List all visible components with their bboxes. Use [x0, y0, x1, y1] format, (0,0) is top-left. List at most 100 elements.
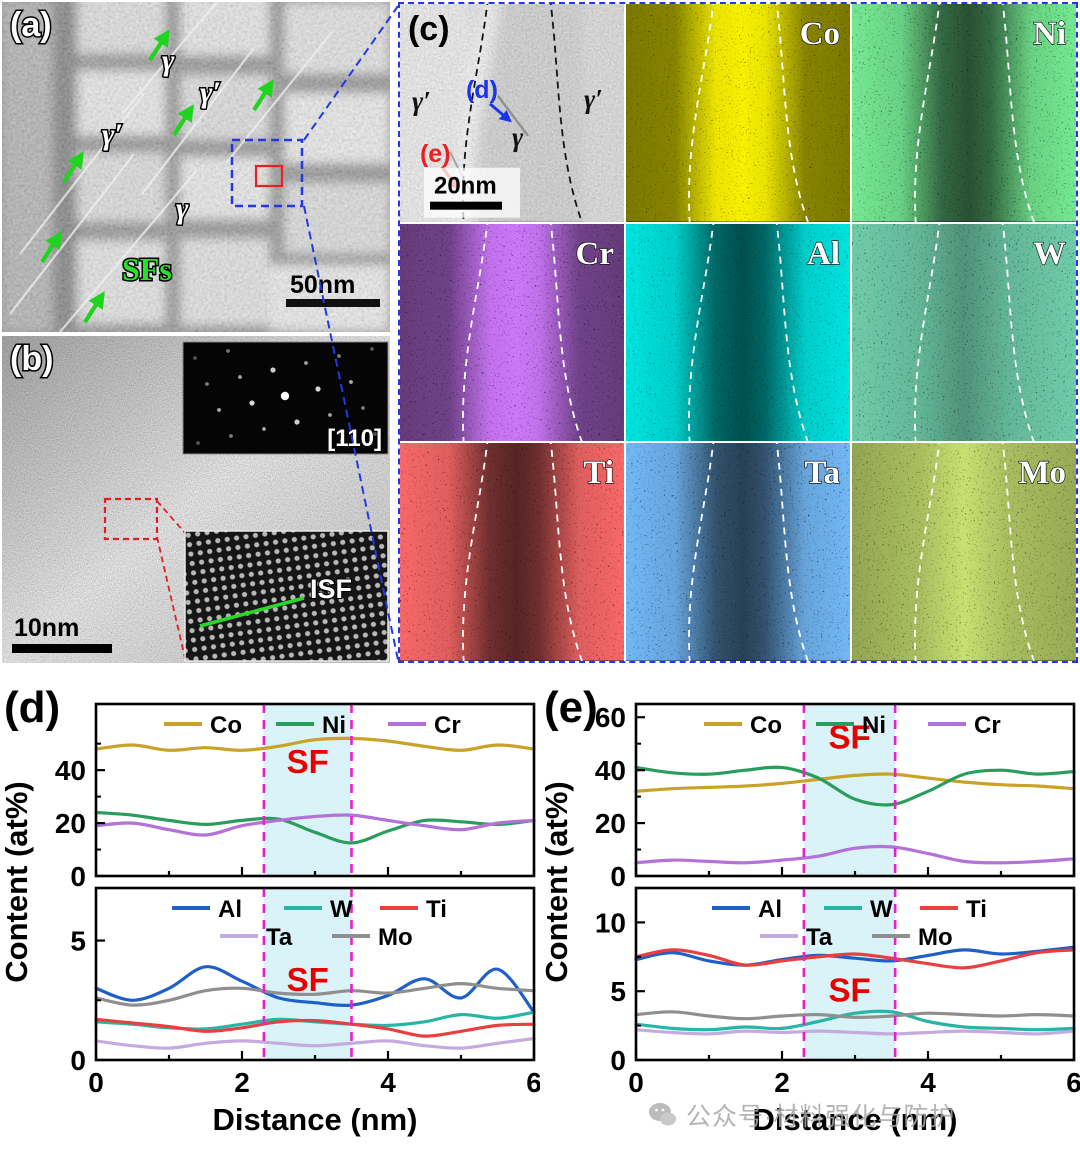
- eds-map-svg: Ta: [626, 443, 850, 661]
- panel-b-label: (b): [10, 340, 53, 378]
- y-tick-label: 20: [595, 808, 626, 839]
- scale-bar-text: 10nm: [14, 614, 79, 642]
- legend-label-Ta: Ta: [266, 924, 293, 951]
- d-marker-label: (d): [466, 76, 498, 104]
- legend-label-Ni: Ni: [862, 712, 886, 739]
- x-tick-label: 6: [526, 1067, 540, 1098]
- eds-map-svg: Al: [626, 223, 850, 442]
- element-label: Cr: [576, 236, 614, 272]
- series-Ni: [94, 810, 536, 845]
- gamma-interface-left: [688, 223, 715, 442]
- inner-region-box: [254, 164, 284, 188]
- y-axis-label: Content (at%): [540, 781, 574, 982]
- eds-map-svg: Mo: [852, 443, 1076, 661]
- watermark-text: 公众号·材料强化与防护: [686, 1103, 956, 1131]
- y-tick-label: 0: [70, 861, 86, 892]
- zoom-connector-line: [156, 500, 186, 534]
- legend-label-Cr: Cr: [434, 712, 461, 739]
- y-tick-label: 0: [610, 861, 626, 892]
- y-tick-label: 10: [595, 907, 626, 938]
- gamma-interface-right: [549, 4, 583, 222]
- eds-map-w: W: [852, 223, 1076, 442]
- series-Mo: [634, 1010, 1076, 1021]
- series-Ta: [94, 1036, 536, 1050]
- eds-map-mo: Mo: [852, 443, 1076, 661]
- panel-d-chart-svg: (d) Content (at%) Distance (nm) 0 2 4 6 SF 0 20 40…: [0, 683, 542, 1137]
- sf-label: SF: [287, 743, 329, 780]
- legend-label-W: W: [330, 896, 353, 923]
- panel-e-line-profile: (e) Content (at%) Distance (nm) 0 2 4 6 SF 0 20 40…: [539, 668, 1080, 1145]
- gamma-interface-right: [549, 443, 583, 661]
- scale-bar: [12, 644, 112, 653]
- x-axis-label: Distance (nm): [753, 1102, 958, 1137]
- legend-label-Co: Co: [210, 712, 242, 739]
- legend-label-Mo: Mo: [378, 924, 413, 951]
- series-Ti: [94, 1017, 536, 1038]
- wechat-icon: [649, 1103, 676, 1126]
- legend-label-Ni: Ni: [322, 712, 346, 739]
- eds-map-co: Co: [626, 4, 850, 222]
- series-Al: [634, 945, 1076, 967]
- gamma-prime-label: γ′: [584, 84, 603, 114]
- element-label: Co: [800, 16, 840, 52]
- eds-map-svg: Co: [626, 4, 850, 222]
- scale-bar: [286, 299, 380, 307]
- panel-e-chart-svg: (e) Content (at%) Distance (nm) 0 2 4 6 SF 0 20 40…: [539, 683, 1080, 1137]
- eds-map-ta: Ta: [626, 443, 850, 661]
- panel-label: (d): [4, 683, 60, 732]
- isf-label: ISF: [310, 574, 352, 604]
- gamma-interface-left: [914, 4, 941, 222]
- scale-bar-group: 20nm: [424, 167, 520, 218]
- series-Co: [634, 772, 1076, 793]
- scale-bar-text: 20nm: [434, 173, 497, 200]
- x-tick-label: 4: [380, 1067, 396, 1098]
- y-axis-label: Content (at%): [0, 781, 34, 982]
- series-Ti: [634, 948, 1076, 970]
- eds-map-svg: W: [852, 223, 1076, 442]
- x-tick-label: 2: [774, 1067, 790, 1098]
- panel-label: (e): [544, 683, 598, 732]
- x-tick-label: 0: [628, 1067, 644, 1098]
- eds-map-svg: Cr: [400, 223, 624, 442]
- panel-a-tem-image: (a) γ γ′ γ′ γ SFs 50nm: [2, 2, 390, 332]
- gamma-interface-left: [462, 223, 489, 442]
- panel-c-eds-grid: (c) γ′ γ γ′ (d) (e) 20nm Co Ni Cr Al W Ti Ta Mo: [398, 2, 1078, 663]
- panel-c-tem-svg: (c) γ′ γ γ′ (d) (e) 20nm: [400, 4, 624, 222]
- sf-band: [263, 704, 352, 876]
- fft-inset: [110]: [182, 341, 389, 455]
- eds-map-ti: Ti: [400, 443, 624, 661]
- y-tick-label: 0: [70, 1045, 86, 1076]
- y-tick-label: 5: [70, 926, 86, 957]
- element-label: Ti: [583, 455, 614, 491]
- d-marker-arrow: [489, 102, 512, 123]
- y-tick-label: 20: [55, 808, 86, 839]
- element-label: W: [1033, 236, 1066, 272]
- series-Co: [94, 736, 536, 752]
- panel-a-svg: (a) γ γ′ γ′ γ SFs 50nm: [2, 2, 390, 332]
- series-Ta: [634, 1028, 1076, 1036]
- gamma-interface-right: [775, 223, 809, 442]
- zoom-connector-line: [156, 536, 186, 659]
- panel-b-hrtem-image: (b) [110] ISF 10nm: [2, 336, 390, 663]
- isf-inset: ISF: [184, 530, 389, 662]
- sf-label: SF: [828, 972, 870, 1009]
- panel-c-label: (c): [408, 10, 450, 48]
- panel-d-line-profile: (d) Content (at%) Distance (nm) 0 2 4 6 SF 0 20 40…: [0, 668, 542, 1145]
- gamma-prime-label: γ′: [412, 86, 431, 116]
- eds-map-svg: Ti: [400, 443, 624, 661]
- gamma-interface-left: [688, 443, 715, 661]
- isf-region-box: [103, 497, 159, 541]
- x-tick-label: 6: [1066, 1067, 1080, 1098]
- gamma-interface-right: [775, 443, 809, 661]
- x-tick-label: 0: [88, 1067, 104, 1098]
- gamma-prime-label: γ′: [200, 76, 221, 109]
- series-Mo: [94, 981, 536, 1007]
- element-label: Al: [807, 236, 840, 272]
- gamma-interface-right: [775, 4, 809, 222]
- sfs-label: SFs: [122, 251, 172, 287]
- gamma-label: γ: [512, 122, 524, 152]
- gamma-prime-label: γ′: [102, 118, 123, 151]
- x-axis-label: Distance (nm): [213, 1102, 418, 1137]
- element-label: Mo: [1018, 455, 1066, 491]
- scale-bar: [430, 201, 502, 210]
